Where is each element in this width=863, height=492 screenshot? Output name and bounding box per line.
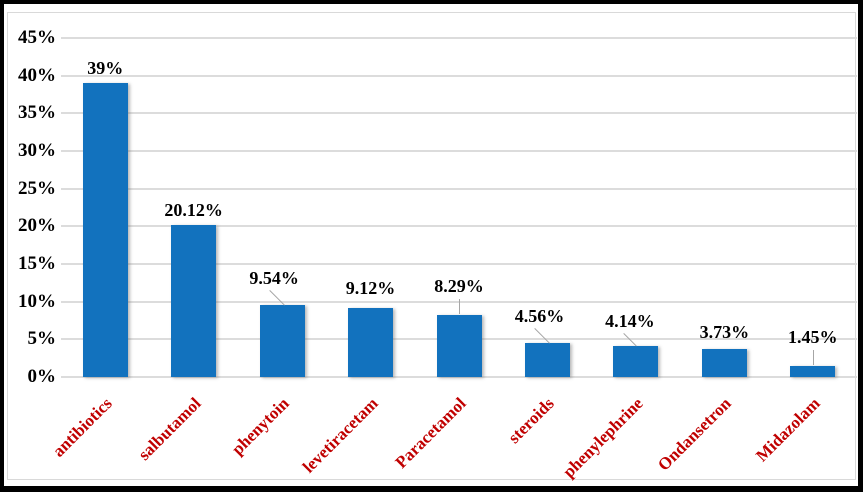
y-tick-label: 5% xyxy=(27,328,57,350)
bar xyxy=(259,305,305,377)
x-category-label: Midazolam xyxy=(751,393,824,466)
bar-data-label: 9.54% xyxy=(249,268,299,289)
bar xyxy=(790,366,836,377)
y-tick-label: 30% xyxy=(18,140,56,161)
bar xyxy=(82,83,128,377)
leader-line xyxy=(812,350,814,366)
x-category-label: phenylephrine xyxy=(559,393,647,482)
leader-line xyxy=(459,298,460,314)
y-tick-label: 35% xyxy=(18,102,56,124)
y-tick-label: 40% xyxy=(18,64,56,86)
bar-data-label: 4.56% xyxy=(514,305,565,326)
bar-data-label: 4.14% xyxy=(605,310,655,331)
bar-data-label: 9.12% xyxy=(345,278,396,299)
y-tick-label: 45% xyxy=(18,27,56,48)
y-tick-label: 15% xyxy=(18,253,56,274)
bar-data-label: 39% xyxy=(87,58,124,79)
gridline xyxy=(61,74,857,77)
x-category-label: levetiracetam xyxy=(298,393,382,477)
bar-data-label: 20.12% xyxy=(164,200,223,221)
bar xyxy=(613,345,659,377)
y-tick-label: 20% xyxy=(18,215,56,237)
bar xyxy=(524,342,570,377)
y-tick-label: 25% xyxy=(18,177,56,199)
leader-line xyxy=(534,327,551,344)
x-category-label: antibiotics xyxy=(49,393,116,461)
x-category-label: steroids xyxy=(504,393,559,448)
bar-data-label: 3.73% xyxy=(699,321,750,342)
x-category-label: phenytoin xyxy=(227,393,293,459)
gridline xyxy=(61,187,857,190)
y-tick-label: 0% xyxy=(27,366,57,387)
bar-data-label: 8.29% xyxy=(434,275,484,296)
leader-line xyxy=(269,290,285,306)
x-category-label: salbutamol xyxy=(134,393,205,464)
y-tick-label: 10% xyxy=(18,290,56,312)
gridline xyxy=(61,263,857,265)
x-category-label: Paracetamol xyxy=(391,393,470,472)
bar xyxy=(701,348,747,377)
gridline xyxy=(61,225,857,228)
x-category-label: Ondansetron xyxy=(654,393,736,475)
gridline xyxy=(61,376,857,378)
bar xyxy=(436,314,482,377)
bar xyxy=(348,308,394,377)
gridline xyxy=(61,150,857,152)
gridline xyxy=(61,112,857,115)
gridline xyxy=(61,37,857,39)
bar-data-label: 1.45% xyxy=(788,327,838,348)
bar xyxy=(171,225,217,377)
